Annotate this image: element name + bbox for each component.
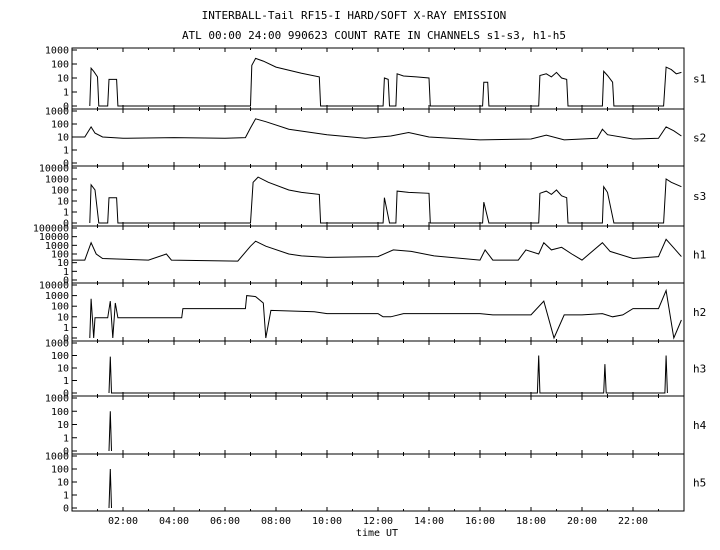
y-tick-label-s1: 10: [57, 74, 69, 85]
y-tick-label-s3: 1: [63, 208, 69, 219]
chart-title: INTERBALL-Tail RF15-I HARD/SOFT X-RAY EM…: [202, 9, 507, 22]
y-tick-label-h3: 1: [63, 376, 69, 387]
y-tick-label-h3: 1000: [45, 339, 69, 350]
y-tick-label-h1: 0: [63, 276, 69, 287]
x-axis-label: time UT: [356, 528, 398, 539]
y-tick-label-h1: 10: [57, 258, 69, 269]
y-tick-label-h4: 1: [63, 433, 69, 444]
trace-h4: [108, 411, 112, 452]
y-tick-label-h1: 100000: [33, 224, 69, 235]
panel-frame-h3: [71, 340, 685, 397]
y-tick-label-h2: 0: [63, 334, 69, 345]
y-tick-label-s3: 10000: [39, 164, 69, 175]
channel-label-s3: s3: [693, 190, 706, 203]
chart-subtitle: ATL 00:00 24:00 990623 COUNT RATE IN CHA…: [182, 29, 566, 42]
y-tick-label-h1: 1: [63, 267, 69, 278]
y-tick-label-h5: 100: [51, 465, 69, 476]
panel-frame-s1: [71, 47, 685, 110]
trace-h2: [89, 288, 682, 340]
channel-label-h2: h2: [693, 306, 706, 319]
panel-frame-s3: [71, 165, 685, 227]
x-tick-label: 06:00: [210, 516, 240, 527]
y-tick-label-s3: 1000: [45, 175, 69, 186]
channel-label-s1: s1: [693, 73, 706, 86]
channel-label-h3: h3: [693, 363, 706, 376]
y-tick-label-h2: 1000: [45, 291, 69, 302]
trace-s1: [89, 57, 682, 107]
x-tick-label: 12:00: [363, 516, 393, 527]
y-tick-label-s3: 10: [57, 197, 69, 208]
y-tick-label-s2: 10: [57, 133, 69, 144]
trace-h1: [72, 238, 682, 262]
channel-panels: 10001001010s110001001010s210000100010010…: [33, 46, 707, 515]
y-tick-label-h4: 1000: [45, 394, 69, 405]
trace-s3: [89, 176, 682, 224]
trace-h3: [108, 355, 668, 394]
y-tick-label-s1: 1000: [45, 46, 69, 57]
y-tick-label-h3: 100: [51, 351, 69, 362]
panel-frame-h5: [71, 453, 685, 512]
y-tick-label-h1: 100: [51, 250, 69, 261]
y-tick-label-s2: 1000: [45, 107, 69, 118]
y-tick-label-s2: 1: [63, 146, 69, 157]
y-tick-label-h2: 10: [57, 312, 69, 323]
time-axis: 02:00 04:00 06:00 08:00 10:00 12:00 14:00 16:00…: [108, 516, 648, 527]
y-tick-label-s1: 0: [63, 102, 69, 113]
y-tick-label-h3: 0: [63, 389, 69, 400]
y-tick-label-h1: 1000: [45, 241, 69, 252]
x-tick-label: 18:00: [516, 516, 546, 527]
x-tick-label: 20:00: [567, 516, 597, 527]
y-tick-label-h2: 1: [63, 323, 69, 334]
y-tick-label-h1: 10000: [39, 232, 69, 243]
y-tick-label-h4: 0: [63, 447, 69, 458]
x-tick-label: 02:00: [108, 516, 138, 527]
y-tick-label-s2: 0: [63, 159, 69, 170]
y-tick-label-s1: 1: [63, 88, 69, 99]
channel-label-h4: h4: [693, 419, 707, 432]
y-tick-label-h4: 100: [51, 407, 69, 418]
y-tick-label-h5: 10: [57, 478, 69, 489]
channel-label-h1: h1: [693, 249, 706, 262]
x-tick-label: 16:00: [465, 516, 495, 527]
y-tick-label-h5: 1000: [45, 452, 69, 463]
y-tick-label-h4: 10: [57, 420, 69, 431]
y-tick-label-h2: 100: [51, 302, 69, 313]
y-tick-label-s3: 100: [51, 186, 69, 197]
y-tick-label-h3: 10: [57, 364, 69, 375]
y-tick-label-h2: 10000: [39, 281, 69, 292]
y-tick-label-h5: 1: [63, 491, 69, 502]
x-tick-label: 04:00: [159, 516, 189, 527]
x-tick-label: 08:00: [261, 516, 291, 527]
y-tick-label-s2: 100: [51, 120, 69, 131]
y-tick-label-s1: 100: [51, 60, 69, 71]
trace-s2: [72, 118, 682, 141]
channel-label-s2: s2: [693, 132, 706, 145]
trace-h5: [108, 468, 112, 509]
x-tick-label: 14:00: [414, 516, 444, 527]
y-tick-label-s3: 0: [63, 219, 69, 230]
x-tick-label: 10:00: [312, 516, 342, 527]
channel-label-h5: h5: [693, 477, 706, 490]
panel-frame-h2: [71, 282, 685, 342]
x-tick-label: 22:00: [618, 516, 648, 527]
y-tick-label-h5: 0: [63, 504, 69, 515]
panel-frame-h4: [71, 395, 685, 455]
